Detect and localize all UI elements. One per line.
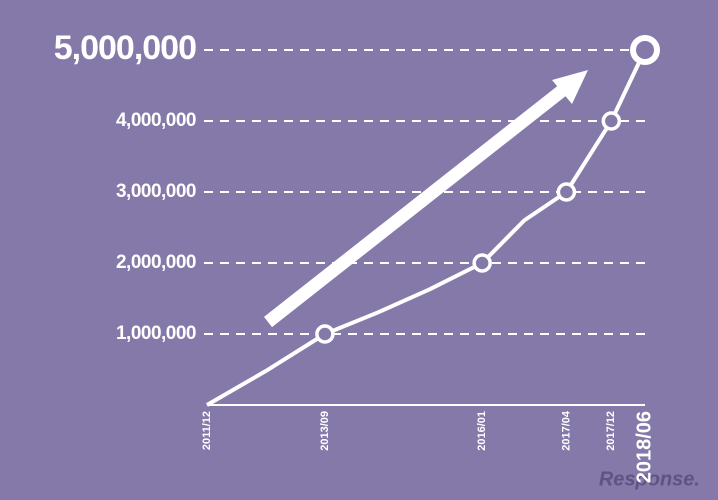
data-point [630,35,660,65]
y-tick-label: 1,000,000 [116,323,196,344]
trend-arrow [263,70,588,328]
x-tick-label: 2011/12 [201,411,213,450]
data-point [315,324,335,344]
y-tick-label: 5,000,000 [54,29,196,67]
data-point [601,111,622,131]
y-tick-label: 2,000,000 [116,252,196,273]
data-point [556,182,577,202]
x-tick-label: 2017/12 [605,411,617,451]
x-tick-label: 2013/09 [319,411,331,451]
data-point [472,253,492,273]
line-series [205,49,647,407]
x-tick-label: 2016/01 [476,411,488,451]
watermark: Response. [599,468,700,490]
x-tick-label: 2017/04 [560,410,572,451]
y-tick-label: 4,000,000 [116,110,196,131]
y-tick-label: 3,000,000 [116,181,196,202]
x-tick-label: 2018/06 [633,411,655,483]
